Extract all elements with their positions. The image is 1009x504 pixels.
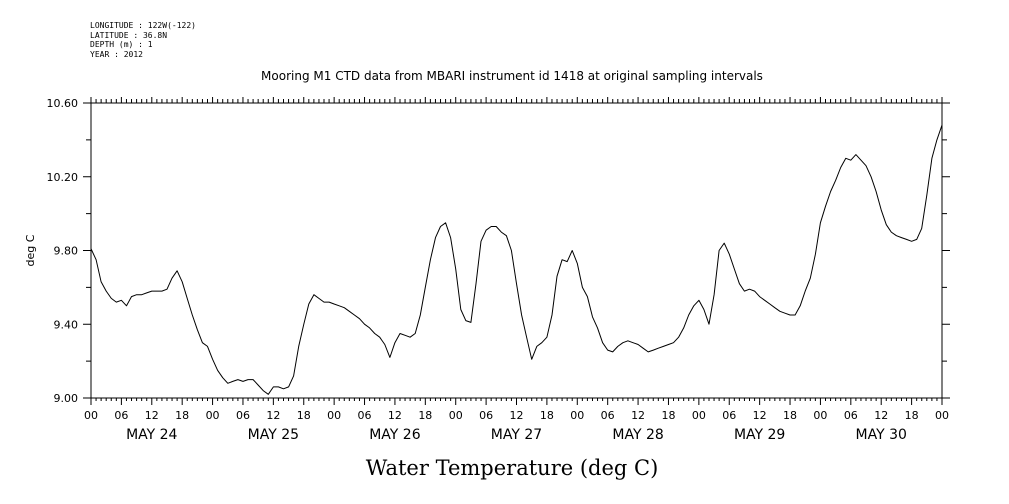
chart-title: Mooring M1 CTD data from MBARI instrumen… — [261, 69, 763, 83]
y-axis-label: deg C — [24, 234, 37, 266]
x-hour-tick-label: 12 — [874, 409, 888, 422]
axes — [90, 102, 943, 399]
x-hour-tick-label: 06 — [601, 409, 615, 422]
plot-frame — [90, 102, 943, 399]
x-hour-tick-label: 12 — [388, 409, 402, 422]
y-tick-label: 9.40 — [54, 318, 79, 331]
tick-marks — [83, 97, 950, 405]
tick-labels: 9.00 9.40 9.80 10.20 10.60 00 06 12 18 00 06 12 18 00… — [47, 97, 950, 443]
y-tick-label: 10.20 — [47, 171, 79, 184]
x-hour-tick-label: 00 — [692, 409, 706, 422]
x-hour-tick-label: 18 — [297, 409, 311, 422]
x-axis-label: Water Temperature (deg C) — [366, 456, 659, 480]
x-hour-tick-label: 00 — [813, 409, 827, 422]
x-hour-tick-label: 12 — [631, 409, 645, 422]
x-hour-tick-label: 12 — [753, 409, 767, 422]
longitude-text: LONGITUDE : 122W(-122) — [90, 21, 196, 30]
x-hour-tick-label: 18 — [540, 409, 554, 422]
x-hour-tick-label: 06 — [114, 409, 128, 422]
latitude-text: LATITUDE : 36.8N — [90, 30, 168, 40]
y-tick-label: 9.80 — [54, 245, 79, 258]
x-day-label: MAY 29 — [734, 427, 785, 443]
x-hour-tick-label: 18 — [661, 409, 675, 422]
y-tick-label: 9.00 — [54, 392, 79, 405]
depth-text: DEPTH (m) : 1 — [90, 40, 153, 49]
x-hour-tick-label: 00 — [935, 409, 949, 422]
x-hour-tick-label: 00 — [206, 409, 220, 422]
x-hour-tick-label: 00 — [327, 409, 341, 422]
x-hour-tick-label: 12 — [510, 409, 524, 422]
x-hour-tick-label: 00 — [84, 409, 98, 422]
x-hour-tick-label: 18 — [175, 409, 189, 422]
x-hour-tick-label: 06 — [358, 409, 372, 422]
x-day-label: MAY 25 — [248, 427, 299, 443]
x-hour-tick-label: 00 — [449, 409, 463, 422]
x-hour-tick-label: 06 — [236, 409, 250, 422]
x-hour-tick-label: 06 — [722, 409, 736, 422]
x-hour-tick-label: 18 — [783, 409, 797, 422]
x-day-label: MAY 27 — [491, 427, 542, 443]
x-hour-tick-label: 06 — [844, 409, 858, 422]
x-hour-tick-label: 12 — [145, 409, 159, 422]
water-temperature-line — [90, 124, 943, 395]
mooring-metadata: LONGITUDE : 122W(-122) LATITUDE : 36.8N … — [90, 21, 196, 59]
x-hour-tick-label: 18 — [905, 409, 919, 422]
x-day-label: MAY 26 — [369, 427, 420, 443]
x-hour-tick-label: 06 — [479, 409, 493, 422]
x-day-label: MAY 24 — [126, 427, 177, 443]
x-hour-tick-label: 12 — [266, 409, 280, 422]
series-group — [90, 124, 943, 395]
x-day-label: MAY 30 — [856, 427, 907, 443]
x-hour-tick-label: 00 — [570, 409, 584, 422]
year-text: YEAR : 2012 — [90, 49, 143, 59]
y-tick-label: 10.60 — [47, 97, 79, 110]
x-day-label: MAY 28 — [612, 427, 663, 443]
x-hour-tick-label: 18 — [418, 409, 432, 422]
